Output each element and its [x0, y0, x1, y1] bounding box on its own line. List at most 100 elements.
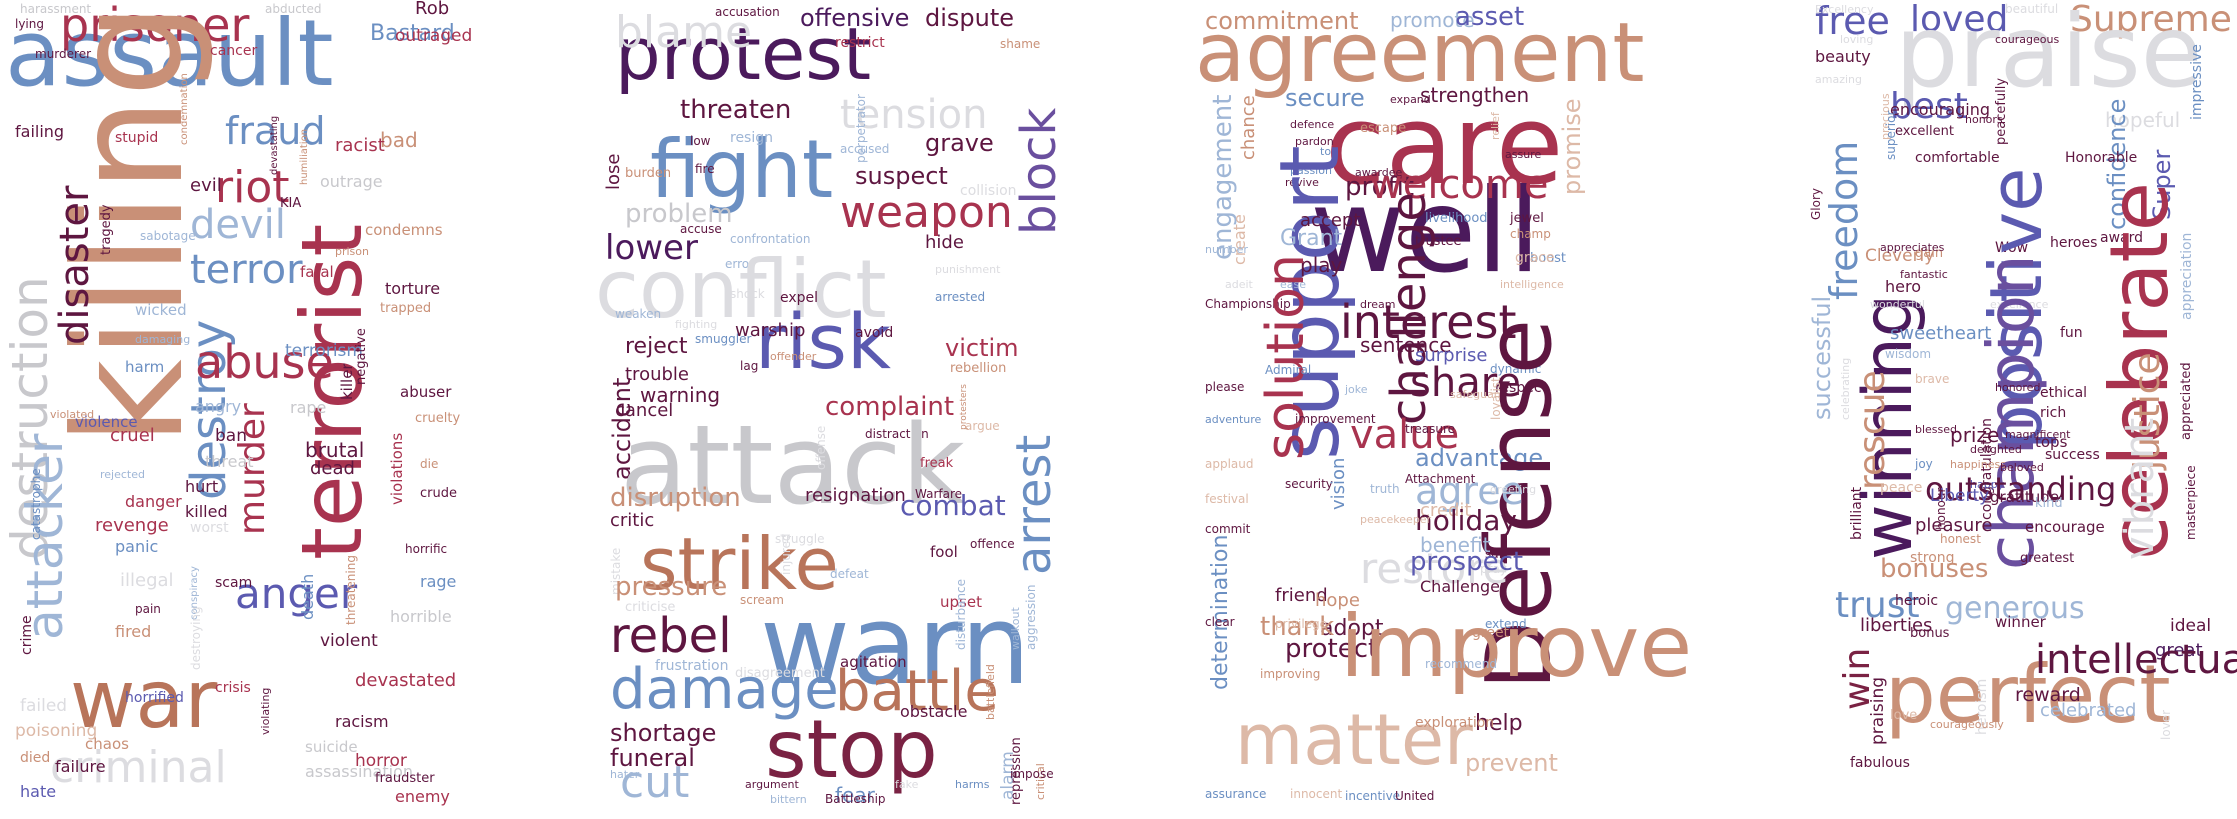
word: courageously	[1930, 718, 2004, 731]
word: dispute	[925, 4, 1015, 32]
word: low	[690, 134, 711, 148]
word: abuser	[400, 383, 452, 401]
word: harm	[125, 358, 165, 376]
word: obstacle	[900, 702, 968, 721]
word: matter	[1235, 699, 1473, 781]
word: evil	[190, 175, 222, 196]
word: rape	[290, 398, 327, 417]
word: jewel	[1510, 211, 1544, 226]
word: appreciates	[1880, 241, 1945, 254]
word: expel	[780, 290, 819, 306]
word: loving	[1840, 33, 1874, 46]
word: crisis	[215, 680, 251, 696]
word: prevent	[1465, 749, 1558, 777]
word: perpetrator	[854, 94, 868, 163]
word: free	[1815, 0, 1890, 43]
word: assure	[1505, 148, 1542, 161]
word: violent	[320, 631, 378, 651]
word: danger	[125, 492, 182, 511]
word: fun	[2060, 325, 2083, 341]
word: Honorable	[2065, 150, 2138, 166]
word: outraged	[395, 26, 473, 46]
word: fraud	[225, 109, 326, 153]
word: sabotage	[140, 229, 196, 243]
word: disaster	[52, 185, 98, 345]
word: treasure	[1405, 422, 1456, 436]
word: illegal	[120, 570, 174, 591]
word: adventure	[1205, 413, 1262, 426]
word: respect	[1495, 380, 1548, 396]
word: avoid	[855, 325, 894, 341]
word: create	[1230, 214, 1249, 265]
word: heroic	[1895, 593, 1939, 609]
word: funeral	[610, 744, 695, 772]
word: Championship	[1205, 297, 1291, 311]
word: wicked	[135, 301, 187, 319]
word: horror	[355, 751, 407, 771]
word: fear	[835, 783, 875, 807]
word: weaken	[615, 307, 662, 321]
word: generous	[1945, 591, 2085, 626]
word: fantastic	[1900, 268, 1948, 281]
word: protect	[1285, 634, 1379, 664]
word: battle	[835, 659, 999, 724]
word: battlefield	[984, 664, 997, 720]
word: strengthen	[1420, 83, 1530, 107]
word: war	[70, 653, 218, 746]
word: struggle	[775, 532, 825, 546]
word: worst	[190, 520, 229, 536]
word: peacefully	[1994, 77, 2009, 145]
word: intellectual	[2035, 637, 2237, 683]
word: murderer	[35, 47, 92, 61]
word: hate	[20, 782, 57, 801]
word: Glory	[1809, 187, 1823, 220]
word: prospect	[1410, 547, 1524, 577]
word: privilege	[1275, 617, 1328, 631]
word: enemy	[395, 787, 450, 806]
word: hope	[1315, 590, 1360, 611]
word: promote	[1390, 8, 1475, 32]
word: injured	[779, 533, 793, 575]
word: gain	[1915, 246, 1944, 261]
word: horrified	[125, 690, 184, 706]
word: excellence	[1990, 298, 2049, 311]
word: failed	[20, 696, 68, 716]
word: amazing	[1815, 73, 1862, 86]
word: vibrant	[2117, 417, 2163, 560]
word: please	[1205, 380, 1245, 394]
word: victim	[945, 334, 1019, 362]
word: racism	[335, 712, 389, 731]
word: cruel	[110, 425, 155, 446]
word: greatest	[2020, 551, 2075, 566]
cloud-1: assault prisoner killing terrorist war crimin…	[0, 0, 540, 819]
word: damage	[610, 657, 839, 722]
word: poisoning	[15, 721, 98, 741]
word: fool	[930, 543, 958, 561]
word: play	[1300, 253, 1343, 277]
word: lag	[740, 359, 759, 373]
word: offense	[814, 425, 828, 470]
word: determination	[1208, 534, 1233, 690]
word: champ	[1510, 227, 1551, 241]
word: outstanding	[1925, 470, 2117, 508]
word: abuse	[195, 335, 334, 389]
word: fire	[695, 162, 715, 176]
word: catastrophe	[29, 468, 43, 540]
word: defeat	[830, 567, 869, 581]
word: offensive	[800, 4, 910, 32]
word: threat	[205, 452, 254, 471]
word: sentence	[1360, 333, 1452, 357]
word: reward	[2015, 684, 2081, 706]
word: Wow	[1995, 240, 2029, 256]
word: prisoner	[60, 0, 250, 52]
word: lose	[603, 153, 624, 190]
word: brutal	[305, 438, 365, 462]
word: honest	[1940, 532, 1981, 546]
word: dream	[1360, 298, 1396, 311]
word: hurt	[185, 477, 219, 496]
word: stop	[765, 703, 938, 796]
word: hero	[1885, 277, 1921, 296]
word: riot	[215, 162, 290, 213]
word: happiness	[1950, 458, 2006, 471]
